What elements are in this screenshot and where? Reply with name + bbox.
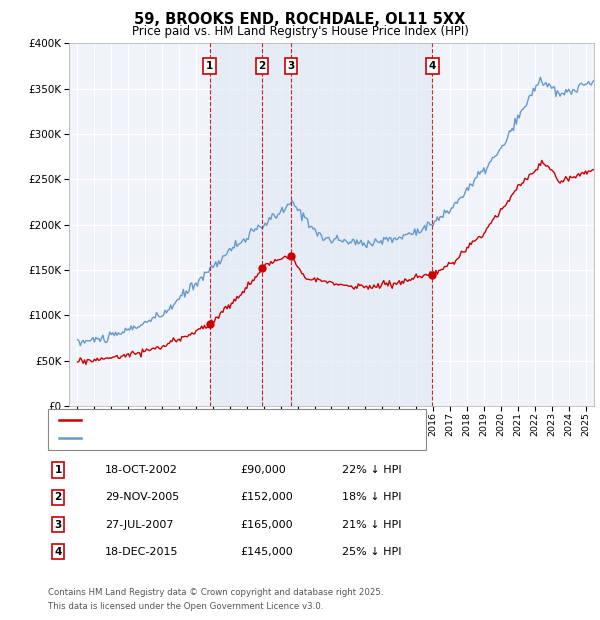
Text: 27-JUL-2007: 27-JUL-2007 <box>105 520 173 529</box>
Text: £90,000: £90,000 <box>240 465 286 475</box>
Text: 18% ↓ HPI: 18% ↓ HPI <box>342 492 401 502</box>
Text: 18-OCT-2002: 18-OCT-2002 <box>105 465 178 475</box>
Text: 29-NOV-2005: 29-NOV-2005 <box>105 492 179 502</box>
Text: £165,000: £165,000 <box>240 520 293 529</box>
Text: Contains HM Land Registry data © Crown copyright and database right 2025.: Contains HM Land Registry data © Crown c… <box>48 588 383 596</box>
Text: 59, BROOKS END, ROCHDALE, OL11 5XX: 59, BROOKS END, ROCHDALE, OL11 5XX <box>134 12 466 27</box>
Text: 22% ↓ HPI: 22% ↓ HPI <box>342 465 401 475</box>
Text: Price paid vs. HM Land Registry's House Price Index (HPI): Price paid vs. HM Land Registry's House … <box>131 25 469 38</box>
Text: 4: 4 <box>428 61 436 71</box>
Text: 3: 3 <box>55 520 62 529</box>
Text: 1: 1 <box>55 465 62 475</box>
Text: £152,000: £152,000 <box>240 492 293 502</box>
Text: 2: 2 <box>55 492 62 502</box>
Text: 3: 3 <box>287 61 295 71</box>
Text: 4: 4 <box>55 547 62 557</box>
Text: 18-DEC-2015: 18-DEC-2015 <box>105 547 179 557</box>
Text: This data is licensed under the Open Government Licence v3.0.: This data is licensed under the Open Gov… <box>48 602 323 611</box>
Text: £145,000: £145,000 <box>240 547 293 557</box>
Text: HPI: Average price, detached house, Rochdale: HPI: Average price, detached house, Roch… <box>86 433 316 443</box>
Text: 59, BROOKS END, ROCHDALE, OL11 5XX (detached house): 59, BROOKS END, ROCHDALE, OL11 5XX (deta… <box>86 415 379 425</box>
Text: 21% ↓ HPI: 21% ↓ HPI <box>342 520 401 529</box>
Text: 1: 1 <box>206 61 213 71</box>
Text: 25% ↓ HPI: 25% ↓ HPI <box>342 547 401 557</box>
Text: 2: 2 <box>259 61 266 71</box>
Bar <box>209 43 432 406</box>
